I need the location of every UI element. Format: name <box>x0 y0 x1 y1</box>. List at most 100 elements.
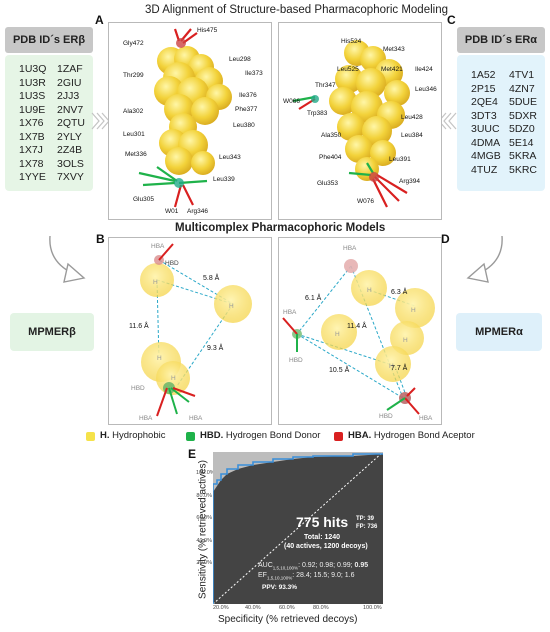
svg-text:H: H <box>171 375 176 382</box>
svg-text:Glu353: Glu353 <box>317 180 338 187</box>
svg-text:H: H <box>157 355 162 362</box>
roc-total: Total: 1240 <box>304 534 341 541</box>
pdb-id: 3DT3 <box>471 109 497 122</box>
legend-item-hbd: HBD. Hydrogen Bond Donor <box>200 430 321 441</box>
roc-tp: TP: 39 <box>356 516 375 522</box>
roc-background <box>213 452 383 604</box>
roc-curve <box>213 453 383 604</box>
svg-text:W076: W076 <box>357 198 374 205</box>
ytick: 40.0% <box>196 537 212 544</box>
chevrons-right-icon-left <box>91 112 110 130</box>
svg-text:11.6 Å: 11.6 Å <box>129 321 149 330</box>
panel-b-model: HBA HBD H H H H HBD HBA HBA 5.8 Å 11.6 Å… <box>129 243 252 422</box>
xtick: 20.0% <box>213 605 229 611</box>
svg-text:Ile376: Ile376 <box>239 92 257 99</box>
svg-text:Leu298: Leu298 <box>229 56 251 63</box>
pdb-id: 1U9E <box>19 103 46 116</box>
pdb-id: 5DZ0 <box>509 123 535 135</box>
hydrophobic-spheres <box>154 46 232 175</box>
era-pdb-header: PDB ID´s ERα <box>457 27 545 53</box>
roc-auc: AUC1,5,10,100%: 0.92; 0.98; 0.99; 0.95 <box>258 562 369 571</box>
roc-composition: (40 actives, 1200 decoys) <box>284 543 368 550</box>
hydrophobic-swatch <box>86 432 95 441</box>
svg-text:10.5 Å: 10.5 Å <box>329 365 350 374</box>
hbond-vectors <box>138 28 208 208</box>
svg-text:HBD: HBD <box>289 357 303 364</box>
erb-pdb-col-2: 1ZAF 2GIU 2JJ3 2NV7 2QTU 2YLY 2Z4B 3OLS … <box>57 63 85 185</box>
mpmer-beta-box: MPMERβ <box>10 313 94 351</box>
ytick: 20.0% <box>196 560 212 567</box>
svg-text:HBD: HBD <box>379 413 393 420</box>
figure-subtitle: Multicomplex Pharmacophoric Models <box>175 222 386 234</box>
svg-text:H: H <box>411 307 416 314</box>
roc-xlabel: Specificity (% retrieved decoys) <box>218 614 358 625</box>
svg-text:HBA: HBA <box>343 245 357 252</box>
hydrophobic-spheres <box>329 40 410 181</box>
svg-text:Gly472: Gly472 <box>123 40 144 47</box>
feature-labels: HBA HBD H H H H HBD HBA HBA <box>131 243 234 422</box>
pdb-id: 5DUE <box>509 96 538 108</box>
pdb-id: 1X78 <box>19 157 44 170</box>
svg-text:H: H <box>335 331 340 338</box>
pdb-id: 5DXR <box>509 109 538 122</box>
xtick: 60.0% <box>279 605 295 611</box>
panel-letter-d: D <box>441 232 450 246</box>
panel-letter-c: C <box>447 13 456 27</box>
hbond-features <box>282 259 420 415</box>
pdb-id: 4TV1 <box>509 69 535 81</box>
hbond-vectors <box>292 95 408 208</box>
ytick: 80.0% <box>196 492 212 499</box>
svg-text:5.8 Å: 5.8 Å <box>203 273 220 282</box>
svg-text:Phe404: Phe404 <box>319 154 342 161</box>
svg-text:Ile424: Ile424 <box>415 66 433 73</box>
pdb-id: 4DMA <box>471 136 501 149</box>
xtick: 80.0% <box>313 605 329 611</box>
roc-plot <box>213 452 383 604</box>
svg-text:Glu305: Glu305 <box>133 196 154 203</box>
svg-text:Thr347: Thr347 <box>315 82 336 89</box>
panel-letter-e: E <box>188 447 197 461</box>
panel-c-frame: His524 Met343 Leu525 Met421 Ile424 Thr34… <box>278 22 442 220</box>
roc-ppv: PPV: 93.3% <box>262 584 298 591</box>
svg-text:Ile373: Ile373 <box>245 70 263 77</box>
svg-text:His524: His524 <box>341 38 362 45</box>
svg-text:11.4 Å: 11.4 Å <box>347 321 367 330</box>
svg-text:H: H <box>153 279 158 286</box>
panel-a-frame: His475 Gly472 Leu298 Ile373 Thr299 Ile37… <box>108 22 272 220</box>
figure-title: 3D Alignment of Structure-based Pharmaco… <box>145 4 448 16</box>
roc-fp: FP: 736 <box>356 524 378 530</box>
residue-labels: His524 Met343 Leu525 Met421 Ile424 Thr34… <box>283 38 437 205</box>
svg-text:H: H <box>389 363 394 370</box>
pdb-id: 4ZN7 <box>509 82 535 95</box>
svg-text:H: H <box>229 303 234 310</box>
era-pdb-col-1: 1A52 2P15 2QE4 3DT3 3UUC 4DMA 4MGB 4TUZ <box>471 69 501 177</box>
svg-text:Met343: Met343 <box>383 46 405 53</box>
ytick: 100.0% <box>196 470 215 476</box>
pdb-id: 7XVY <box>57 171 84 183</box>
pdb-id: 2JJ3 <box>57 90 80 102</box>
hbond-features <box>154 243 196 417</box>
svg-text:Leu384: Leu384 <box>401 132 423 139</box>
pdb-id: 4MGB <box>471 150 501 162</box>
svg-text:W066: W066 <box>283 98 300 105</box>
feature-labels: HBA H H H H H HBA HBD HBD HBA <box>283 245 433 422</box>
pdb-id: 5KRA <box>509 150 537 162</box>
svg-text:6.1 Å: 6.1 Å <box>305 293 322 302</box>
svg-text:Arg346: Arg346 <box>187 208 208 215</box>
pdb-id: 3UUC <box>471 123 500 135</box>
mpmer-alpha-box: MPMERα <box>456 313 542 351</box>
pdb-id: 1U3S <box>19 90 46 102</box>
pdb-id: 1X7J <box>19 144 43 156</box>
svg-text:Leu391: Leu391 <box>389 156 411 163</box>
svg-text:Arg394: Arg394 <box>399 178 420 185</box>
panel-letter-a: A <box>95 13 104 27</box>
svg-text:Phe377: Phe377 <box>235 106 258 113</box>
era-pdb-list: 1A52 2P15 2QE4 3DT3 3UUC 4DMA 4MGB 4TUZ … <box>457 55 545 191</box>
svg-text:Ala302: Ala302 <box>123 108 144 115</box>
svg-text:Leu428: Leu428 <box>401 114 423 121</box>
hbd-swatch <box>186 432 195 441</box>
roc-ylabel-wrap: Sensitivity (% retrieved actives) <box>180 458 209 608</box>
svg-text:Leu339: Leu339 <box>213 176 235 183</box>
pdb-id: 2QE4 <box>471 96 498 108</box>
hydrophobic-features <box>140 263 252 395</box>
